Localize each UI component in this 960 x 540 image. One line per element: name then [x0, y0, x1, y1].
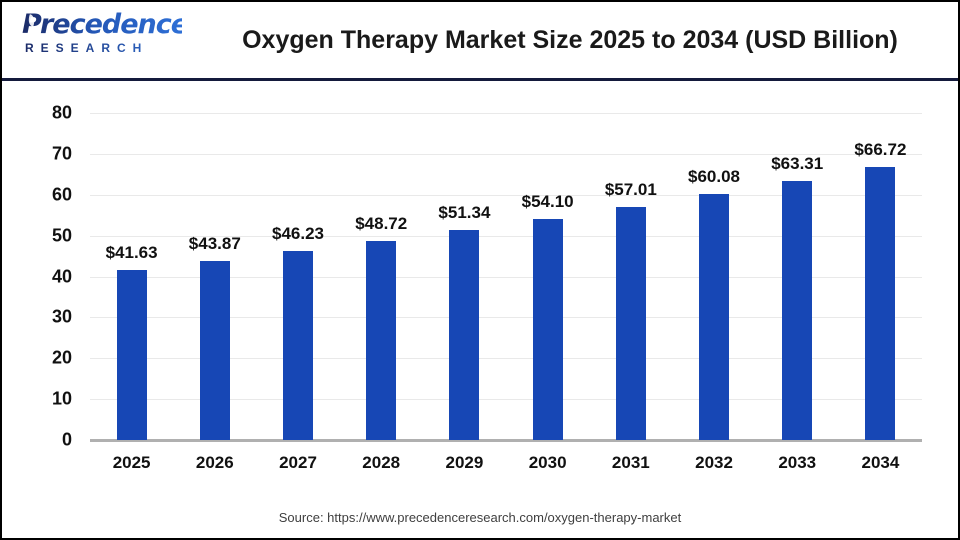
gridline — [90, 235, 922, 237]
x-axis-label: 2028 — [362, 453, 401, 472]
bar-value-label: $63.31 — [771, 154, 824, 174]
x-axis-label: 2031 — [611, 453, 650, 472]
bar-chart: 0 10 20 30 40 50 60 70 80 $41.63 $43.87 $46.23 $48.… — [2, 81, 958, 538]
bars-container: $41.63 $43.87 $46.23 $48.72 $51.34 $54.10 $57.… — [90, 113, 922, 440]
bar-value-label: $57.01 — [604, 180, 657, 199]
gridline — [90, 358, 922, 360]
y-axis-tick-label: 10 — [51, 388, 72, 409]
gridline — [90, 113, 922, 114]
y-axis-tick-label: 40 — [51, 266, 72, 286]
y-axis-tick-label: 30 — [51, 306, 72, 327]
bar-column: $41.63 — [90, 113, 173, 440]
header: Precedence RESEARCH Oxygen Therapy Marke… — [2, 2, 958, 78]
x-axis-line — [90, 439, 922, 442]
x-axis-label: 2025 — [112, 453, 151, 472]
y-axis-tick-label: 50 — [51, 225, 72, 246]
bar[interactable] — [366, 240, 397, 440]
bar[interactable] — [283, 251, 313, 440]
bar[interactable] — [699, 194, 730, 440]
bar[interactable] — [782, 181, 813, 440]
source-citation: Source: https://www.precedenceresearch.c… — [278, 510, 682, 525]
bar[interactable] — [532, 218, 563, 440]
gridline — [90, 276, 922, 278]
x-axis-label: 2033 — [778, 453, 817, 472]
x-axis-label: 2026 — [195, 453, 234, 472]
y-axis-tick-label: 60 — [51, 184, 72, 205]
bar-column: $63.31 — [756, 113, 839, 440]
plot-area: $41.63 $43.87 $46.23 $48.72 $51.34 $54.10 $57.… — [90, 113, 922, 442]
bar[interactable] — [865, 167, 896, 440]
bar-value-label: $51.34 — [438, 203, 491, 223]
bar-column: $46.23 — [256, 113, 339, 440]
bar-value-label: $43.87 — [188, 233, 241, 253]
bar-value-label: $54.10 — [521, 191, 574, 211]
bar-column: $43.87 — [173, 113, 256, 440]
x-axis-label: 2030 — [528, 453, 567, 472]
bar-column: $66.72 — [839, 113, 922, 440]
logo-wordmark: Precedence — [22, 9, 189, 40]
x-axis-label: 2034 — [861, 453, 900, 472]
bar-column: $48.72 — [340, 113, 423, 440]
title-container: Oxygen Therapy Market Size 2025 to 2034 … — [182, 2, 958, 78]
bar-value-label: $60.08 — [688, 167, 741, 187]
x-axis-label: 2032 — [695, 453, 733, 472]
y-axis: 0 10 20 30 40 50 60 70 80 — [2, 81, 82, 538]
header-divider — [2, 78, 958, 81]
y-axis-tick-label: 80 — [51, 102, 72, 123]
y-axis-tick-label: 70 — [51, 143, 72, 164]
bar-column: $54.10 — [506, 113, 589, 440]
bar[interactable] — [116, 269, 147, 440]
gridline — [90, 399, 922, 401]
x-axis-label: 2027 — [279, 453, 317, 472]
y-axis-tick-label: 0 — [61, 429, 72, 450]
bar-column: $51.34 — [423, 113, 506, 440]
x-axis: 2025 2026 2027 2028 2029 2030 2031 2032 2033 2034 — [90, 453, 922, 473]
bar[interactable] — [449, 230, 480, 440]
bar-value-label: $48.72 — [355, 213, 408, 233]
logo-subtext: RESEARCH — [22, 41, 182, 55]
bar-value-label: $46.23 — [272, 224, 324, 243]
bar-value-label: $66.72 — [854, 140, 907, 160]
y-axis-tick-label: 20 — [51, 347, 72, 368]
page-title: Oxygen Therapy Market Size 2025 to 2034 … — [242, 25, 898, 54]
bar[interactable] — [199, 260, 230, 440]
gridline — [90, 194, 922, 196]
precedence-research-logo[interactable]: Precedence RESEARCH — [22, 9, 189, 55]
bar-column: $60.08 — [672, 113, 755, 440]
x-axis-label: 2029 — [445, 453, 484, 472]
bar-column: $57.01 — [589, 113, 672, 440]
gridline — [90, 317, 922, 319]
bar-value-label: $41.63 — [105, 242, 158, 262]
bar[interactable] — [615, 207, 646, 440]
gridline — [90, 153, 922, 155]
